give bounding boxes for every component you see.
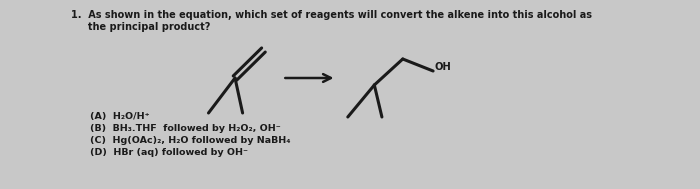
Text: the principal product?: the principal product? — [71, 22, 211, 32]
Text: (A)  H₂O/H⁺: (A) H₂O/H⁺ — [90, 112, 150, 121]
Text: (C)  Hg(OAc)₂, H₂O followed by NaBH₄: (C) Hg(OAc)₂, H₂O followed by NaBH₄ — [90, 136, 290, 145]
Text: (B)  BH₃.THF  followed by H₂O₂, OH⁻: (B) BH₃.THF followed by H₂O₂, OH⁻ — [90, 124, 281, 133]
Text: 1.  As shown in the equation, which set of reagents will convert the alkene into: 1. As shown in the equation, which set o… — [71, 10, 592, 20]
Text: (D)  HBr (aq) followed by OH⁻: (D) HBr (aq) followed by OH⁻ — [90, 148, 248, 157]
Text: OH: OH — [435, 62, 452, 72]
